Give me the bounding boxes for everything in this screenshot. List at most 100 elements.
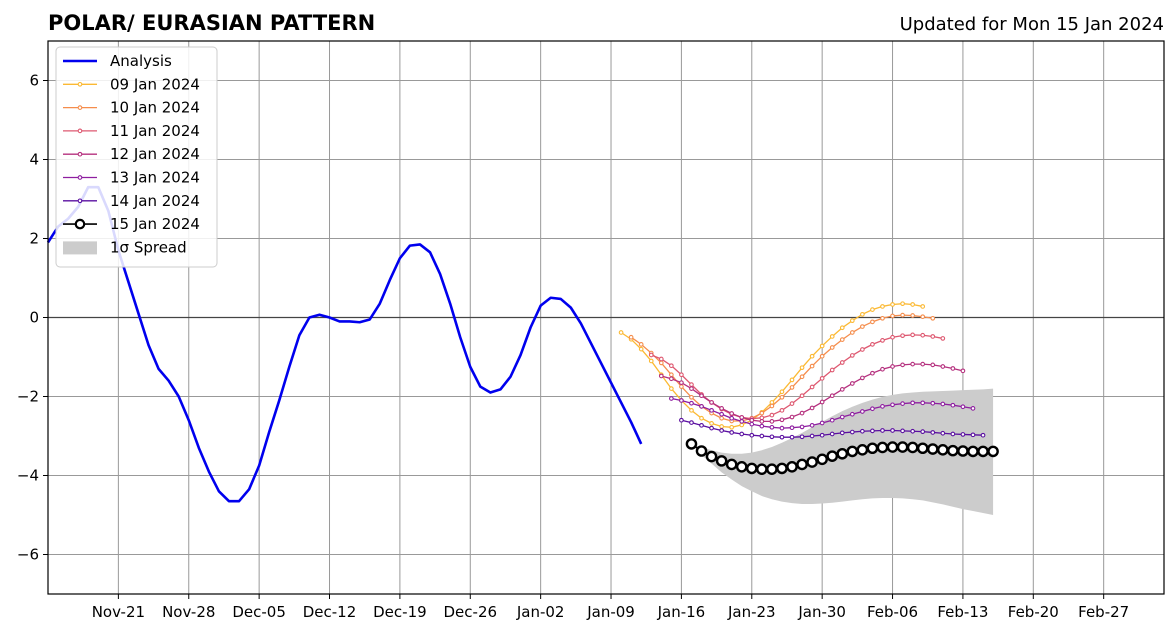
legend-label: 09 Jan 2024 — [110, 75, 200, 93]
forecast-point — [735, 461, 748, 473]
forecast-point — [759, 433, 765, 439]
legend-label: 14 Jan 2024 — [110, 192, 200, 210]
forecast-point — [870, 370, 875, 376]
forecast-point — [846, 445, 859, 458]
legend: Analysis 09 Jan 2024 10 Jan 2024 11 Jan 202… — [55, 46, 218, 268]
forecast-point — [766, 463, 778, 475]
forecast-point — [695, 445, 708, 457]
forecast-point — [789, 385, 795, 390]
forecast-series — [679, 417, 986, 440]
forecast-point — [739, 415, 745, 420]
forecast-point — [658, 356, 664, 362]
forecast-point — [920, 400, 926, 406]
forecast-point — [819, 432, 825, 438]
forecast-point — [669, 376, 674, 382]
forecast-point — [960, 404, 966, 410]
forecast-point — [930, 334, 936, 339]
forecast-point — [987, 445, 999, 458]
forecast-point — [809, 363, 815, 369]
forecast-point — [809, 353, 815, 359]
forecast-point — [839, 325, 845, 331]
forecast-point — [779, 434, 785, 440]
legend-label: 10 Jan 2024 — [110, 99, 200, 117]
forecast-point — [870, 342, 875, 347]
forecast-point — [799, 365, 805, 371]
forecast-point — [849, 381, 855, 386]
forecast-point — [819, 420, 825, 426]
forecast-point — [809, 422, 815, 428]
forecast-point — [749, 432, 755, 438]
forecast-point — [715, 455, 728, 467]
forecast-point — [856, 444, 869, 456]
forecast-point — [809, 433, 815, 439]
x-axis: Nov-21 Nov-28 Dec-05 Dec-12 Dec-19 Dec-26 Jan-… — [92, 594, 1129, 621]
forecast-point — [719, 411, 724, 417]
forecast-point — [880, 428, 885, 433]
forecast-point — [729, 415, 735, 421]
updated-label: Updated for Mon 15 Jan 2024 — [900, 14, 1164, 35]
forecast-point — [729, 411, 735, 416]
forecast-point — [947, 444, 959, 457]
forecast-point — [940, 364, 946, 369]
forecast-point — [890, 302, 895, 307]
forecast-point — [689, 394, 694, 400]
x-tick-label: Jan-30 — [797, 603, 846, 621]
legend-label: 13 Jan 2024 — [110, 169, 200, 187]
forecast-point — [769, 419, 775, 424]
forecast-point — [685, 438, 698, 450]
forecast-point — [860, 311, 865, 317]
legend-label: 11 Jan 2024 — [110, 122, 200, 140]
forecast-point — [789, 414, 795, 420]
y-tick-label: −2 — [17, 388, 39, 406]
x-tick-label: Jan-09 — [586, 603, 635, 621]
forecast-point — [900, 362, 905, 368]
forecast-point — [926, 443, 939, 455]
forecast-point — [638, 342, 644, 347]
y-tick-label: −4 — [17, 467, 39, 485]
forecast-point — [769, 434, 775, 440]
forecast-point — [876, 441, 889, 454]
forecast-point — [699, 404, 704, 409]
x-tick-label: Feb-27 — [1078, 603, 1129, 621]
forecast-point — [849, 318, 855, 324]
forecast-point — [819, 375, 825, 381]
forecast-point — [920, 314, 926, 320]
legend-swatch — [63, 241, 97, 255]
forecast-series — [685, 438, 999, 475]
forecast-point — [756, 463, 768, 475]
legend-marker — [74, 218, 86, 230]
forecast-point — [689, 400, 694, 406]
forecast-point — [709, 421, 714, 426]
legend-marker — [77, 151, 83, 157]
forecast-point — [870, 406, 875, 412]
forecast-point — [769, 403, 775, 409]
forecast-point — [900, 312, 905, 318]
forecast-point — [930, 430, 936, 435]
forecast-series — [658, 361, 966, 424]
y-tick-label: 0 — [29, 309, 39, 327]
forecast-point — [669, 396, 674, 401]
forecast-point — [789, 377, 795, 383]
forecast-point — [779, 417, 785, 423]
forecast-point — [890, 313, 895, 319]
forecast-point — [709, 407, 714, 413]
forecast-point — [618, 330, 624, 335]
x-tick-label: Jan-16 — [657, 603, 706, 621]
forecast-point — [880, 366, 885, 372]
forecast-point — [658, 373, 664, 379]
forecast-point — [916, 442, 929, 455]
legend-label: 1σ Spread — [110, 238, 187, 256]
forecast-point — [705, 450, 718, 463]
legend-item: 14 Jan 2024 — [63, 192, 200, 210]
forecast-point — [906, 441, 919, 454]
forecast-point — [689, 382, 694, 388]
forecast-point — [967, 445, 979, 458]
forecast-point — [970, 432, 976, 438]
forecast-point — [977, 445, 989, 458]
series-layer — [46, 185, 999, 503]
x-tick-label: Dec-26 — [444, 603, 498, 621]
forecast-point — [860, 428, 865, 434]
forecast-point — [628, 334, 634, 340]
forecast-point — [819, 399, 825, 405]
